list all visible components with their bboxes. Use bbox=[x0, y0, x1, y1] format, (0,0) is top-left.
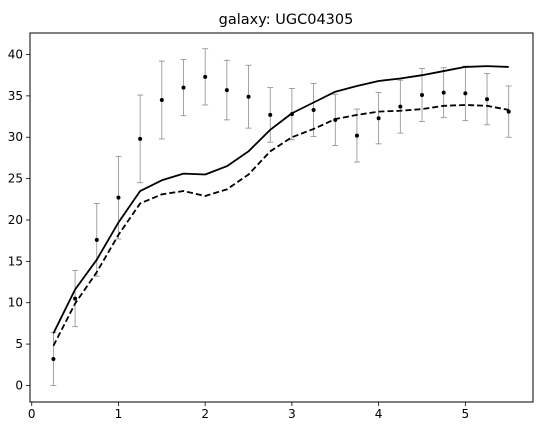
data-point bbox=[398, 104, 403, 109]
dashed-model-line bbox=[52, 104, 509, 347]
data-point bbox=[311, 107, 316, 112]
data-point bbox=[159, 98, 164, 103]
data-point bbox=[354, 133, 359, 138]
data-point bbox=[333, 117, 338, 122]
y-tick-label: 30 bbox=[8, 130, 23, 144]
x-axis: 0 1 2 3 4 5 bbox=[28, 402, 469, 421]
y-tick-label: 25 bbox=[8, 172, 23, 186]
data-point bbox=[268, 112, 273, 117]
data-point bbox=[116, 195, 121, 200]
data-point bbox=[181, 85, 186, 90]
data-point bbox=[246, 94, 251, 99]
data-point bbox=[419, 93, 424, 98]
y-tick-label: 15 bbox=[8, 254, 23, 268]
data-point bbox=[224, 88, 229, 93]
x-tick-label: 3 bbox=[288, 407, 296, 421]
solid-model-line bbox=[52, 65, 509, 334]
data-point bbox=[463, 91, 468, 96]
data-point bbox=[73, 296, 78, 301]
data-point bbox=[289, 112, 294, 117]
observed-points bbox=[51, 74, 511, 361]
y-tick-label: 0 bbox=[15, 378, 23, 392]
chart-title: galaxy: UGC04305 bbox=[219, 12, 354, 28]
y-tick-label: 5 bbox=[15, 337, 23, 351]
x-tick-label: 1 bbox=[115, 407, 123, 421]
data-point bbox=[441, 90, 446, 95]
data-point bbox=[376, 116, 381, 121]
x-tick-label: 0 bbox=[28, 407, 36, 421]
plot-frame bbox=[29, 32, 534, 403]
data-point bbox=[94, 237, 99, 242]
data-point bbox=[203, 74, 208, 79]
x-tick-label: 5 bbox=[462, 407, 470, 421]
x-tick-label: 2 bbox=[201, 407, 209, 421]
y-tick-label: 40 bbox=[8, 48, 23, 62]
model-curves bbox=[52, 65, 509, 347]
data-point bbox=[506, 109, 511, 114]
data-point bbox=[51, 356, 56, 361]
y-tick-label: 10 bbox=[8, 296, 23, 310]
x-tick-label: 4 bbox=[375, 407, 383, 421]
y-tick-label: 35 bbox=[8, 89, 23, 103]
data-point bbox=[138, 136, 143, 141]
y-tick-label: 20 bbox=[8, 213, 23, 227]
data-point bbox=[485, 97, 490, 102]
y-axis: 0 5 10 15 20 25 30 35 40 bbox=[8, 48, 30, 392]
